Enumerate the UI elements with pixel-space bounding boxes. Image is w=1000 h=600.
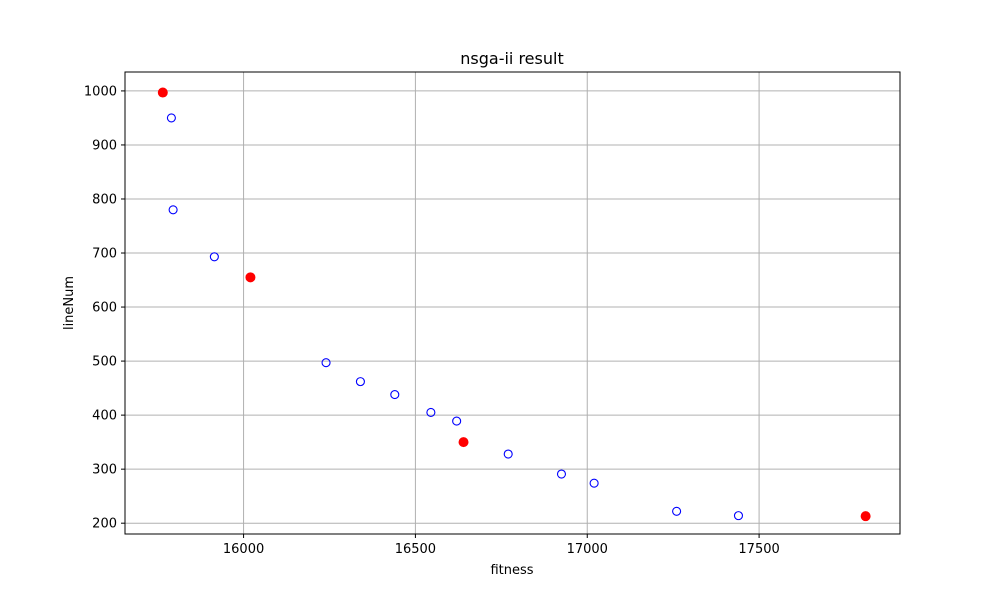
y-tick-label: 800 — [92, 192, 117, 207]
hollow-data-point — [556, 469, 567, 479]
filled-data-point — [245, 272, 256, 283]
y-tick-label: 600 — [92, 301, 117, 316]
chart-title: nsga-ii result — [460, 49, 563, 68]
x-tick-label: 17500 — [738, 542, 779, 557]
hollow-data-point — [166, 113, 176, 123]
y-tick-label: 300 — [92, 463, 117, 478]
hollow-data-point — [452, 416, 462, 426]
y-tick-label: 500 — [92, 355, 117, 370]
plot-frame — [124, 71, 901, 535]
data-points — [157, 87, 871, 522]
hollow-data-point — [321, 358, 331, 368]
filled-data-point — [458, 437, 469, 448]
y-axis-label: lineNum — [62, 276, 77, 330]
hollow-data-point — [426, 407, 436, 417]
hollow-data-point — [209, 252, 219, 262]
filled-data-point — [860, 511, 871, 522]
x-tick-label: 16500 — [395, 542, 436, 557]
hollow-data-point — [589, 478, 599, 488]
y-tick-label: 700 — [92, 247, 117, 262]
hollow-data-point — [355, 377, 365, 387]
grid-lines — [125, 72, 900, 534]
hollow-data-point — [168, 205, 178, 215]
hollow-data-point — [733, 511, 744, 521]
y-tick-label: 900 — [92, 138, 117, 153]
x-tick-label: 16000 — [223, 542, 264, 557]
hollow-data-point — [672, 506, 682, 516]
x-tick-label: 17000 — [567, 542, 608, 557]
y-tick-label: 1000 — [84, 84, 117, 99]
y-tick-label: 400 — [92, 409, 117, 424]
x-axis-label: fitness — [490, 563, 533, 578]
axis-ticks: 16000 16500 17000 17500 200 300 400 500 600 700 80… — [84, 84, 780, 557]
hollow-data-point — [390, 390, 400, 400]
filled-data-point — [157, 87, 168, 98]
hollow-data-point — [503, 449, 513, 459]
y-tick-label: 200 — [92, 517, 117, 532]
